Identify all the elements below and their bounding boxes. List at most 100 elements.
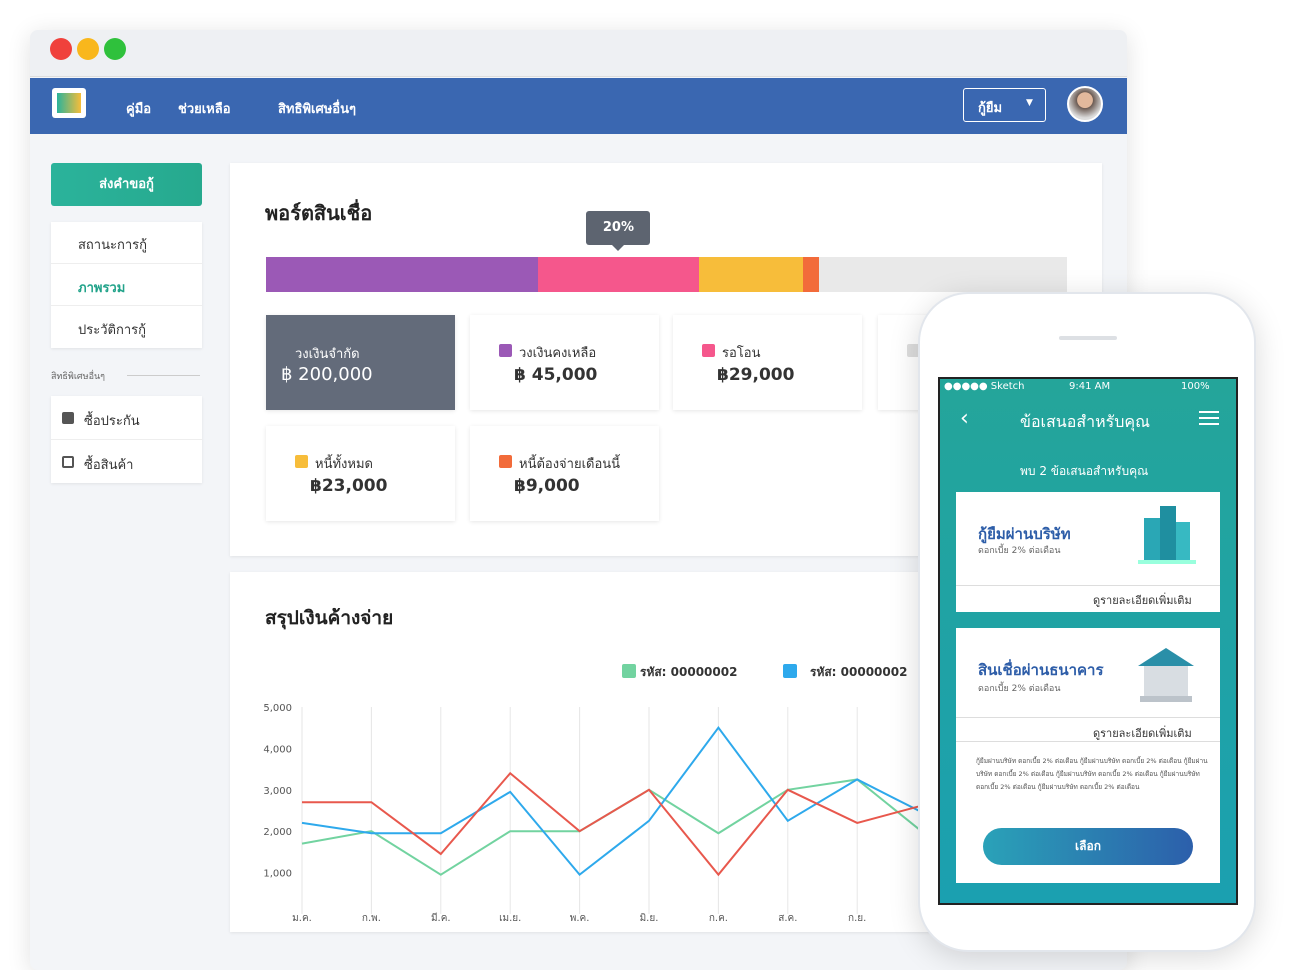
bar-segment <box>802 257 819 292</box>
x-tick-label: ก.พ. <box>362 913 381 922</box>
stat-label: วงเงินจำกัด <box>295 347 360 362</box>
divider <box>51 263 202 264</box>
series-line <box>302 771 918 877</box>
menu-item[interactable]: สถานะการกู้ <box>78 238 147 253</box>
divider <box>51 305 202 306</box>
stat-value: ฿ 45,000 <box>514 365 598 385</box>
y-tick-label: 2,000 <box>263 827 292 838</box>
line-chart: ม.ค. ก.พ. มี.ค. เม.ย. พ.ค. มิ.ย. ก.ค. ส.ค. ก.ย. 1… <box>263 664 918 922</box>
stat-value: ฿23,000 <box>310 476 388 496</box>
offer-rate: ดอกเบี้ย 2% ต่อเดือน <box>978 546 1061 556</box>
menu-bar <box>1199 417 1219 419</box>
button-label: เลือก <box>1075 839 1101 853</box>
y-tick-label: 4,000 <box>263 744 292 755</box>
stat-value: ฿29,000 <box>717 365 795 385</box>
legend-square <box>499 455 512 468</box>
extra-item[interactable]: ซื้อประกัน <box>84 414 140 429</box>
dropdown[interactable]: กู้ยืม ▼ <box>963 88 1046 122</box>
offer-details: กู้ยืมผ่านบริษัท ดอกเบี้ย 2% ต่อเดือน กู… <box>976 757 1208 791</box>
divider <box>956 741 1220 742</box>
y-tick-label: 3,000 <box>263 786 292 797</box>
legend-square <box>907 344 920 357</box>
x-tick-label: ม.ค. <box>292 913 312 922</box>
offer-more[interactable]: ดูรายละเอียดเพิ่มเติม <box>1093 727 1192 740</box>
nav-link[interactable]: ช่วยเหลือ <box>178 102 231 117</box>
speaker <box>1059 336 1117 340</box>
menu-item-active[interactable]: ภาพรวม <box>78 281 126 296</box>
status-carrier: ●●●●● Sketch <box>944 381 1025 392</box>
legend-swatch <box>622 664 636 678</box>
chart-title: สรุปเงินค้างจ่าย <box>265 607 394 629</box>
x-tick-label: ก.ค. <box>709 913 728 922</box>
tooltip-label: 20% <box>602 220 634 235</box>
x-tick-label: มิ.ย. <box>640 913 659 922</box>
section-line <box>127 375 200 376</box>
stat-card: รอโอน฿29,000 <box>673 315 862 410</box>
offer-rate: ดอกเบี้ย 2% ต่อเดือน <box>978 684 1061 694</box>
status-time: 9:41 AM <box>1069 381 1111 392</box>
offer-title: กู้ยืมผ่านบริษัท <box>978 525 1071 543</box>
legend-square <box>499 344 512 357</box>
series-line <box>301 778 918 876</box>
bar-segment <box>698 257 803 292</box>
bar-segment <box>266 257 539 292</box>
stat-card: หนี้ทั้งหมด฿23,000 <box>266 426 455 521</box>
buildings-icon <box>1138 506 1196 564</box>
nav-link[interactable]: คู่มือ <box>126 102 152 117</box>
legend-label: รหัส: 00000002 <box>640 665 737 679</box>
maximize-button[interactable] <box>104 38 126 60</box>
stat-value: ฿ 200,000 <box>281 364 373 385</box>
offer-more[interactable]: ดูรายละเอียดเพิ่มเติม <box>1093 594 1192 607</box>
legend-swatch <box>783 664 797 678</box>
select-button[interactable]: เลือก <box>983 828 1193 865</box>
progress-track <box>266 257 1067 292</box>
minimize-button[interactable] <box>77 38 99 60</box>
tooltip: 20% <box>586 211 651 251</box>
stat-label: วงเงินคงเหลือ <box>519 346 597 361</box>
back-button[interactable]: ‹ <box>960 406 969 431</box>
close-button[interactable] <box>50 38 72 60</box>
menu-button[interactable] <box>1199 411 1219 425</box>
divider <box>51 439 202 440</box>
bank-icon <box>1138 648 1194 702</box>
logo[interactable] <box>52 88 86 118</box>
x-tick-label: มี.ค. <box>431 912 451 922</box>
extra-item[interactable]: ซื้อสินค้า <box>84 458 134 473</box>
x-tick-label: พ.ค. <box>570 913 590 922</box>
tooltip-arrow <box>612 245 625 257</box>
title-bar <box>30 30 1127 77</box>
shield-icon <box>62 412 74 424</box>
series-line <box>301 726 918 877</box>
menu-item[interactable]: ประวัติการกู้ <box>78 323 146 338</box>
button-label: ส่งคำขอกู้ <box>99 177 154 192</box>
offer-title: สินเชื่อผ่านธนาคาร <box>978 661 1104 679</box>
dropdown-label: กู้ยืม <box>978 101 1003 116</box>
portfolio-title: พอร์ตสินเชื่อ <box>265 201 373 225</box>
status-battery: 100% <box>1181 381 1210 392</box>
screen-subtitle: พบ 2 ข้อเสนอสำหรับคุณ <box>1020 464 1149 478</box>
logo-mark <box>57 93 81 113</box>
legend-square <box>702 344 715 357</box>
stat-label: รอโอน <box>722 346 761 361</box>
caret: ▼ <box>1026 98 1033 108</box>
divider <box>956 717 1220 718</box>
nav-bar <box>30 78 1127 134</box>
stat-card: วงเงินคงเหลือ฿ 45,000 <box>470 315 659 410</box>
x-tick-label: ก.ย. <box>848 913 866 922</box>
stat-value: ฿9,000 <box>514 476 580 496</box>
x-tick-label: เม.ย. <box>499 913 521 922</box>
page: คู่มือ ช่วยเหลือ สิทธิพิเศษอื่นๆ กู้ยืม ▼… <box>30 30 1256 970</box>
stat-label: หนี้ต้องจ่ายเดือนนี้ <box>519 457 621 472</box>
stat-label: หนี้ทั้งหมด <box>315 457 373 472</box>
section-label: สิทธิพิเศษอื่นๆ <box>51 372 105 382</box>
x-tick-label: ส.ค. <box>778 913 797 922</box>
y-tick-label: 5,000 <box>263 703 292 714</box>
y-tick-label: 1,000 <box>263 869 292 880</box>
divider <box>956 585 1220 586</box>
stat-card <box>266 315 455 410</box>
avatar[interactable] <box>1067 86 1103 122</box>
request-loan-button[interactable]: ส่งคำขอกู้ <box>51 163 202 206</box>
nav-link[interactable]: สิทธิพิเศษอื่นๆ <box>278 102 356 117</box>
bar-segment <box>538 257 699 292</box>
menu-panel <box>51 222 202 348</box>
